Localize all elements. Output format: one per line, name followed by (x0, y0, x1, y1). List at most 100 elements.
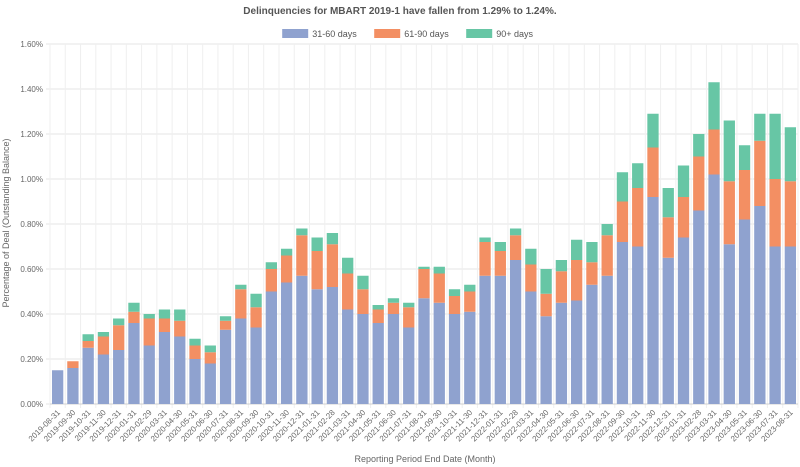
bar-segment (433, 266, 445, 274)
bar-segment (143, 314, 155, 319)
chart-gridlines (46, 43, 799, 408)
y-axis-title: Percentage of Deal (Outstanding Balance) (1, 138, 11, 307)
y-tick-label: 0.00% (20, 400, 43, 409)
bar-segment (784, 246, 797, 404)
bar-segment (113, 325, 125, 350)
bar-segment (113, 318, 125, 326)
bar-segment (616, 201, 629, 242)
bar-segment (219, 329, 232, 404)
bar-segment (708, 82, 720, 130)
bar-segment (250, 307, 262, 328)
bar-segment (647, 113, 659, 148)
bar-segment (296, 235, 308, 276)
bar-segment (464, 284, 476, 292)
bar-segment (265, 291, 277, 404)
bar-segment (82, 341, 94, 348)
bar-segment (219, 316, 232, 321)
bar-segment (479, 275, 491, 404)
bar-segment (433, 273, 445, 303)
bar-segment (769, 179, 781, 247)
bar-segment (280, 255, 293, 283)
bar-segment (754, 113, 766, 141)
bar-segment (464, 291, 476, 312)
bar-segment (784, 127, 797, 182)
bar-segment (174, 336, 186, 404)
bar-segment (632, 163, 644, 188)
bar-segment (357, 275, 369, 290)
bar-segment (326, 233, 339, 245)
bar-segment (494, 251, 506, 276)
bar-segment (189, 359, 201, 404)
bar-segment (250, 327, 262, 404)
bar-segment (632, 188, 644, 247)
bar-segment (113, 350, 125, 404)
bar-segment (708, 129, 720, 175)
bar-segment (296, 228, 308, 236)
y-tick-label: 0.60% (20, 265, 43, 274)
bar-segment (586, 242, 598, 263)
bar-segment (67, 368, 79, 404)
bar-segment (235, 289, 247, 319)
bar-segment (647, 197, 659, 404)
y-tick-label: 0.40% (20, 310, 43, 319)
bar-segment (677, 165, 690, 197)
bar-segment (51, 370, 64, 404)
bar-segment (754, 206, 766, 404)
bar-segment (204, 352, 216, 364)
bar-segment (662, 257, 674, 404)
bar-segment (448, 289, 461, 296)
legend-label: 90+ days (496, 29, 533, 39)
bar-segment (311, 237, 323, 251)
y-axis-ticks: 0.00% 0.20% 0.40% 0.60% 0.80% 1.00% 1.20% 1.40%… (20, 40, 43, 409)
bar-segment (509, 235, 522, 260)
bar-segment (616, 172, 629, 202)
bar-segment (128, 323, 140, 404)
bar-segment (128, 302, 140, 312)
bar-segment (540, 316, 552, 404)
bar-segment (448, 296, 461, 314)
bar-segment (601, 224, 613, 236)
bar-segment (555, 302, 568, 404)
bar-segment (403, 327, 415, 404)
bar-segment (616, 242, 629, 404)
bar-segment (372, 323, 384, 404)
y-tick-label: 1.00% (20, 175, 43, 184)
bar-segment (677, 237, 690, 404)
bar-segment (143, 318, 155, 346)
bar-segment (403, 302, 415, 308)
bar-segment (586, 284, 598, 404)
bar-segment (769, 113, 781, 179)
bar-segment (769, 246, 781, 404)
bar-segment (189, 345, 201, 359)
bar-segment (403, 307, 415, 328)
bar-segment (204, 345, 216, 353)
bar-segment (265, 269, 277, 292)
legend-swatch (282, 29, 309, 38)
bar-segment (647, 147, 659, 197)
legend-label: 61-90 days (404, 29, 449, 39)
bar-segment (82, 347, 94, 404)
bar-segment (158, 332, 171, 404)
bar-segment (448, 314, 461, 404)
bar-segment (509, 228, 522, 236)
bar-segment (296, 275, 308, 404)
bar-segment (280, 282, 293, 404)
y-tick-label: 0.20% (20, 355, 43, 364)
bar-segment (494, 275, 506, 404)
bar-segment (387, 302, 400, 314)
bar-segment (342, 309, 354, 404)
bar-segment (250, 293, 262, 308)
bar-segment (693, 210, 705, 404)
bar-segment (280, 248, 293, 256)
bar-segment (754, 140, 766, 206)
bar-segment (311, 289, 323, 404)
bar-segment (97, 354, 110, 404)
bar-segment (311, 251, 323, 290)
bar-segment (418, 298, 430, 404)
bar-segment (601, 275, 613, 404)
bar-segment (723, 120, 735, 182)
bar-segment (387, 298, 400, 303)
bar-segment (387, 314, 400, 404)
bar-segment (586, 262, 598, 285)
